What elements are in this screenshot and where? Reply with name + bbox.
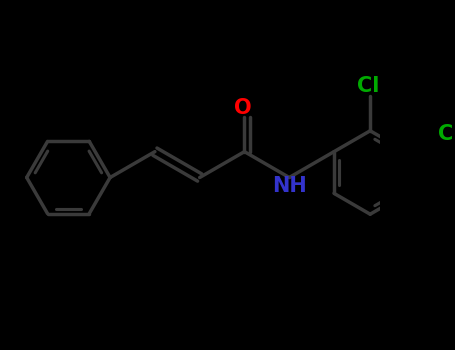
Text: Cl: Cl xyxy=(438,124,455,144)
Text: NH: NH xyxy=(272,176,307,196)
Text: Cl: Cl xyxy=(357,76,379,96)
Text: O: O xyxy=(234,98,252,118)
